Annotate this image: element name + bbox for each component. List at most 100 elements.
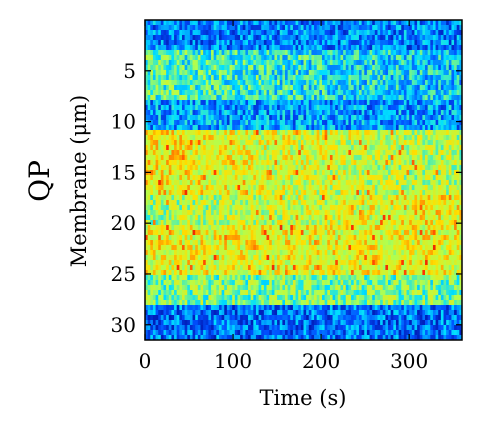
heatmap-cell bbox=[163, 25, 167, 31]
heatmap-cell bbox=[290, 155, 294, 161]
heatmap-cell bbox=[218, 30, 223, 36]
heatmap-cell bbox=[306, 140, 310, 146]
heatmap-cell bbox=[168, 225, 172, 231]
heatmap-cell bbox=[274, 125, 278, 131]
heatmap-cell bbox=[179, 90, 183, 96]
heatmap-cell bbox=[345, 20, 349, 26]
heatmap-cell bbox=[321, 60, 326, 66]
heatmap-cell bbox=[419, 95, 423, 101]
heatmap-cell bbox=[255, 160, 259, 166]
heatmap-cell bbox=[287, 120, 291, 126]
heatmap-cell bbox=[327, 175, 331, 181]
heatmap-cell bbox=[187, 145, 191, 151]
heatmap-cell bbox=[372, 165, 376, 171]
heatmap-cell bbox=[353, 95, 357, 101]
heatmap-cell bbox=[308, 115, 312, 121]
heatmap-cell bbox=[427, 140, 431, 146]
heatmap-cell bbox=[295, 105, 299, 111]
heatmap-cell bbox=[403, 80, 407, 86]
heatmap-cell bbox=[152, 40, 156, 46]
heatmap-cell bbox=[351, 150, 355, 156]
heatmap-cell bbox=[454, 85, 458, 91]
heatmap-cell bbox=[274, 85, 278, 91]
heatmap-cell bbox=[208, 50, 212, 56]
heatmap-cell bbox=[181, 80, 186, 86]
heatmap-cell bbox=[242, 210, 246, 216]
heatmap-cell bbox=[393, 30, 397, 36]
heatmap-cell bbox=[448, 175, 452, 181]
heatmap-cell bbox=[250, 150, 254, 156]
heatmap-cell bbox=[385, 115, 389, 121]
heatmap-cell bbox=[234, 55, 238, 61]
heatmap-cell bbox=[314, 95, 318, 101]
heatmap-cell bbox=[398, 210, 402, 216]
heatmap-cell bbox=[287, 90, 291, 96]
heatmap-cell bbox=[311, 185, 315, 191]
heatmap-cell bbox=[258, 150, 262, 156]
heatmap-cell bbox=[345, 95, 349, 101]
heatmap-cell bbox=[440, 40, 444, 46]
heatmap-cell bbox=[234, 50, 238, 56]
heatmap-cell bbox=[295, 125, 299, 131]
heatmap-cell bbox=[145, 205, 149, 211]
heatmap-cell bbox=[358, 175, 363, 181]
heatmap-cell bbox=[290, 170, 294, 176]
heatmap-cell bbox=[237, 115, 241, 121]
heatmap-cell bbox=[240, 65, 244, 71]
heatmap-cell bbox=[263, 170, 267, 176]
heatmap-cell bbox=[435, 65, 439, 71]
heatmap-cell bbox=[145, 65, 149, 71]
heatmap-cell bbox=[229, 210, 233, 216]
heatmap-cell bbox=[253, 90, 257, 96]
heatmap-cell bbox=[232, 120, 236, 126]
heatmap-cell bbox=[314, 175, 318, 181]
heatmap-cell bbox=[245, 185, 249, 191]
heatmap-cell bbox=[211, 80, 215, 86]
heatmap-cell bbox=[411, 160, 415, 166]
heatmap-cell bbox=[422, 135, 426, 141]
heatmap-cell bbox=[432, 90, 436, 96]
heatmap-cell bbox=[292, 185, 296, 191]
heatmap-cell bbox=[229, 175, 233, 181]
heatmap-cell bbox=[184, 215, 188, 221]
heatmap-cell bbox=[422, 185, 426, 191]
heatmap-cell bbox=[211, 190, 215, 196]
heatmap-cell bbox=[168, 210, 172, 216]
heatmap-cell bbox=[329, 55, 333, 61]
heatmap-cell bbox=[443, 90, 447, 96]
heatmap-cell bbox=[456, 125, 460, 131]
heatmap-cell bbox=[414, 155, 418, 161]
heatmap-cell bbox=[448, 70, 452, 76]
heatmap-cell bbox=[253, 35, 257, 41]
heatmap-cell bbox=[192, 65, 196, 71]
heatmap-cell bbox=[364, 80, 368, 86]
heatmap-cell bbox=[242, 120, 246, 126]
heatmap-cell bbox=[406, 20, 410, 26]
heatmap-cell bbox=[295, 65, 299, 71]
heatmap-cell bbox=[377, 65, 381, 71]
heatmap-cell bbox=[377, 180, 381, 186]
heatmap-cell bbox=[409, 165, 413, 171]
heatmap-cell bbox=[345, 145, 349, 151]
heatmap-cell bbox=[237, 80, 241, 86]
heatmap-cell bbox=[213, 45, 217, 51]
heatmap-cell bbox=[327, 170, 331, 176]
heatmap-cell bbox=[255, 120, 259, 126]
heatmap-cell bbox=[261, 35, 265, 41]
heatmap-cell bbox=[348, 65, 352, 71]
heatmap-cell bbox=[266, 40, 270, 46]
heatmap-cell bbox=[184, 85, 188, 91]
heatmap-cell bbox=[329, 110, 333, 116]
heatmap-cell bbox=[358, 80, 363, 86]
heatmap-cell bbox=[456, 210, 460, 216]
heatmap-cell bbox=[329, 130, 333, 136]
heatmap-cell bbox=[388, 70, 392, 76]
heatmap-cell bbox=[218, 195, 223, 201]
heatmap-cell bbox=[282, 100, 286, 106]
heatmap-cell bbox=[438, 145, 442, 151]
heatmap-cell bbox=[147, 175, 151, 181]
heatmap-cell bbox=[369, 195, 373, 201]
heatmap-cell bbox=[319, 25, 323, 31]
heatmap-cell bbox=[340, 140, 344, 146]
heatmap-cell bbox=[287, 160, 291, 166]
